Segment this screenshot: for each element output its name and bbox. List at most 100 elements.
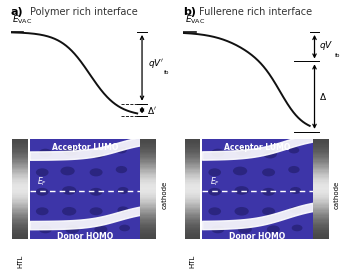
Bar (185, 215, 201, 217)
Bar (313, 150, 329, 152)
Bar (12, 225, 28, 227)
Bar (313, 190, 329, 192)
Bar (313, 218, 329, 219)
Bar (185, 188, 201, 189)
Bar (140, 195, 156, 197)
Bar (185, 177, 201, 178)
Bar (12, 207, 28, 208)
Bar (140, 220, 156, 222)
Bar (313, 179, 329, 180)
Text: a): a) (11, 7, 23, 17)
Bar (12, 144, 28, 145)
Bar (185, 214, 201, 215)
Bar (185, 172, 201, 173)
Bar (313, 147, 329, 148)
Bar (12, 180, 28, 182)
Bar (12, 189, 28, 190)
Bar (12, 174, 28, 175)
Bar (140, 229, 156, 230)
Bar (140, 203, 156, 204)
Bar (140, 218, 156, 219)
Bar (185, 158, 201, 159)
Ellipse shape (208, 207, 221, 215)
Bar (185, 235, 201, 237)
Bar (185, 159, 201, 160)
Bar (140, 162, 156, 163)
Bar (185, 163, 201, 164)
Bar (313, 222, 329, 223)
Bar (140, 155, 156, 157)
Bar (313, 213, 329, 214)
Bar (140, 163, 156, 164)
Bar (313, 197, 329, 198)
Bar (313, 148, 329, 149)
Ellipse shape (116, 166, 127, 173)
Bar (313, 157, 329, 158)
Bar (313, 178, 329, 179)
Bar (140, 215, 156, 217)
Ellipse shape (94, 225, 107, 233)
Bar (12, 157, 28, 158)
Bar (185, 202, 201, 203)
Bar (313, 202, 329, 203)
Bar (12, 170, 28, 172)
Text: $E_{\rm VAC}$: $E_{\rm VAC}$ (185, 13, 205, 26)
Bar (12, 167, 28, 168)
Bar (185, 152, 201, 153)
Bar (140, 194, 156, 195)
Bar (12, 150, 28, 152)
Bar (313, 208, 329, 209)
Bar (12, 235, 28, 237)
Bar (185, 204, 201, 205)
Bar (12, 175, 28, 177)
Bar (185, 193, 201, 194)
Bar (313, 174, 329, 175)
Bar (12, 193, 28, 194)
Bar (185, 195, 201, 197)
Text: Polymer rich interface: Polymer rich interface (30, 7, 138, 17)
Bar (140, 174, 156, 175)
Bar (185, 224, 201, 225)
Bar (140, 148, 156, 149)
Bar (12, 237, 28, 238)
Text: $E_{\rm VAC}$: $E_{\rm VAC}$ (12, 13, 32, 26)
Bar (140, 140, 156, 142)
Bar (185, 145, 201, 147)
Bar (12, 192, 28, 193)
Text: $E_F$: $E_F$ (210, 175, 220, 188)
Bar (140, 170, 156, 172)
Bar (313, 233, 329, 234)
Ellipse shape (290, 187, 301, 194)
Bar (185, 174, 201, 175)
Bar (140, 184, 156, 185)
Ellipse shape (262, 207, 275, 215)
Bar (12, 233, 28, 234)
Bar (12, 183, 28, 184)
Bar (12, 238, 28, 239)
Bar (185, 165, 201, 167)
Bar (12, 152, 28, 153)
Bar (202, 139, 313, 239)
Bar (185, 142, 201, 143)
Bar (313, 165, 329, 167)
Ellipse shape (62, 207, 76, 216)
Bar (12, 222, 28, 223)
Bar (12, 200, 28, 202)
Bar (140, 199, 156, 200)
Bar (12, 143, 28, 144)
Bar (12, 179, 28, 180)
Bar (12, 210, 28, 212)
Ellipse shape (119, 225, 130, 231)
Bar (12, 158, 28, 159)
Ellipse shape (233, 167, 247, 175)
Ellipse shape (61, 167, 75, 175)
Bar (313, 184, 329, 185)
Bar (185, 179, 201, 180)
Ellipse shape (90, 188, 102, 196)
Bar (12, 199, 28, 200)
Ellipse shape (36, 207, 49, 215)
Bar (313, 205, 329, 207)
Bar (140, 187, 156, 188)
Text: Donor HOMO: Donor HOMO (230, 232, 285, 241)
Bar (313, 183, 329, 184)
